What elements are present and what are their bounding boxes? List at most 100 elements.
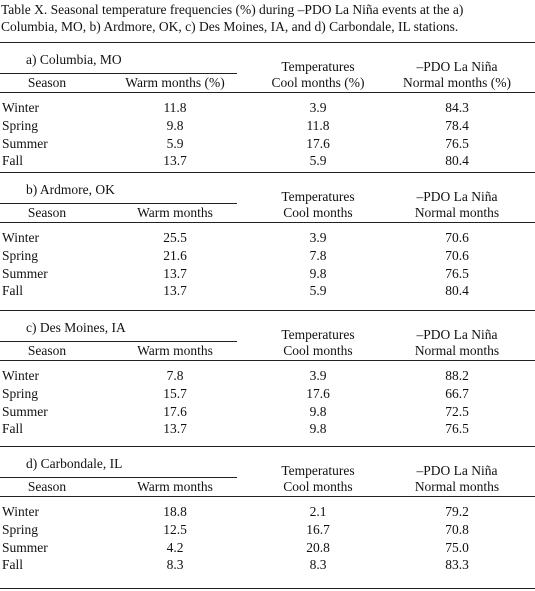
column-header: Warm months — [137, 205, 213, 220]
season-cell: Summer — [2, 135, 48, 151]
column-header: Season — [27, 75, 67, 90]
value-cell: 2.1 — [309, 504, 327, 519]
value-cell: 15.7 — [163, 385, 187, 401]
season-cell: Summer — [2, 539, 48, 555]
column-header: Warm months (%) — [125, 75, 225, 90]
group-header: Temperatures — [281, 59, 355, 74]
value-cell: 79.2 — [445, 504, 469, 519]
season-cell: Spring — [2, 117, 39, 133]
season-cell: Spring — [2, 247, 39, 263]
group-header: Temperatures — [281, 327, 355, 342]
title-underline — [0, 203, 237, 204]
table-rule — [0, 310, 535, 311]
group-header: –PDO La Niña — [416, 59, 498, 74]
value-cell: 88.2 — [445, 368, 469, 383]
value-cell: 13.7 — [163, 283, 187, 299]
value-cell: 72.5 — [445, 403, 469, 419]
column-header: Cool months — [283, 205, 353, 220]
caption-line: Columbia, MO, b) Ardmore, OK, c) Des Moi… — [1, 19, 459, 34]
value-cell: 25.5 — [163, 230, 187, 245]
panel-title: c) Des Moines, IA — [26, 320, 126, 335]
value-cell: 80.4 — [445, 153, 469, 169]
value-cell: 17.6 — [163, 403, 187, 419]
season-cell: Winter — [2, 100, 39, 115]
table-rule — [0, 588, 535, 589]
value-cell: 17.6 — [306, 385, 330, 401]
value-cell: 11.8 — [163, 100, 187, 115]
column-header: Season — [27, 205, 67, 220]
value-cell: 9.8 — [309, 421, 327, 437]
value-cell: 76.5 — [445, 265, 469, 281]
season-cell: Winter — [2, 504, 39, 519]
season-cell: Summer — [2, 403, 48, 419]
column-header: Warm months — [137, 479, 213, 494]
panel-title: d) Carbondale, IL — [26, 456, 123, 471]
value-cell: 8.3 — [309, 557, 327, 573]
value-cell: 4.2 — [166, 539, 184, 555]
value-cell: 84.3 — [445, 100, 469, 115]
value-cell: 70.6 — [445, 230, 469, 245]
column-header: Season — [27, 479, 67, 494]
group-header: Temperatures — [281, 189, 355, 204]
group-header: Temperatures — [281, 463, 355, 478]
value-cell: 3.9 — [309, 100, 327, 115]
column-header: Cool months — [283, 479, 353, 494]
season-cell: Fall — [2, 557, 24, 573]
value-cell: 12.5 — [163, 521, 187, 537]
value-cell: 18.8 — [163, 504, 187, 519]
title-underline — [0, 341, 237, 342]
group-header: –PDO La Niña — [416, 327, 498, 342]
value-cell: 9.8 — [309, 265, 327, 281]
column-header: Cool months (%) — [271, 75, 365, 90]
title-underline — [0, 73, 237, 74]
value-cell: 8.3 — [166, 557, 184, 573]
value-cell: 66.7 — [445, 385, 469, 401]
caption-line: Table X. Seasonal temperature frequencie… — [1, 2, 464, 17]
panel-title: a) Columbia, MO — [26, 52, 122, 67]
value-cell: 70.8 — [445, 521, 469, 537]
value-cell: 7.8 — [309, 247, 327, 263]
value-cell: 3.9 — [309, 230, 327, 245]
season-cell: Winter — [2, 230, 39, 245]
header-rule — [0, 496, 535, 497]
header-rule — [0, 222, 535, 223]
value-cell: 80.4 — [445, 283, 469, 299]
value-cell: 70.6 — [445, 247, 469, 263]
panel-title: b) Ardmore, OK — [26, 182, 115, 197]
value-cell: 5.9 — [166, 135, 184, 151]
table-rule — [0, 172, 535, 173]
header-rule — [0, 92, 535, 93]
value-cell: 76.5 — [445, 421, 469, 437]
value-cell: 9.8 — [166, 117, 184, 133]
season-cell: Spring — [2, 385, 39, 401]
value-cell: 76.5 — [445, 135, 469, 151]
value-cell: 83.3 — [445, 557, 469, 573]
column-header: Normal months — [414, 479, 500, 494]
value-cell: 13.7 — [163, 421, 187, 437]
season-cell: Spring — [2, 521, 39, 537]
season-cell: Fall — [2, 421, 24, 437]
value-cell: 16.7 — [306, 521, 330, 537]
season-cell: Fall — [2, 283, 24, 299]
group-header: –PDO La Niña — [416, 189, 498, 204]
value-cell: 21.6 — [163, 247, 187, 263]
value-cell: 9.8 — [309, 403, 327, 419]
column-header: Normal months (%) — [403, 75, 511, 90]
group-header: –PDO La Niña — [416, 463, 498, 478]
column-header: Normal months — [414, 343, 500, 358]
title-underline — [0, 477, 237, 478]
table-rule — [0, 42, 535, 43]
column-header: Season — [27, 343, 67, 358]
value-cell: 7.8 — [166, 368, 184, 383]
column-header: Normal months — [414, 205, 500, 220]
season-cell: Summer — [2, 265, 48, 281]
value-cell: 5.9 — [309, 283, 327, 299]
column-header: Warm months — [137, 343, 213, 358]
value-cell: 13.7 — [163, 153, 187, 169]
table-rule — [0, 446, 535, 447]
value-cell: 17.6 — [306, 135, 330, 151]
value-cell: 75.0 — [445, 539, 469, 555]
value-cell: 3.9 — [309, 368, 327, 383]
header-rule — [0, 360, 535, 361]
